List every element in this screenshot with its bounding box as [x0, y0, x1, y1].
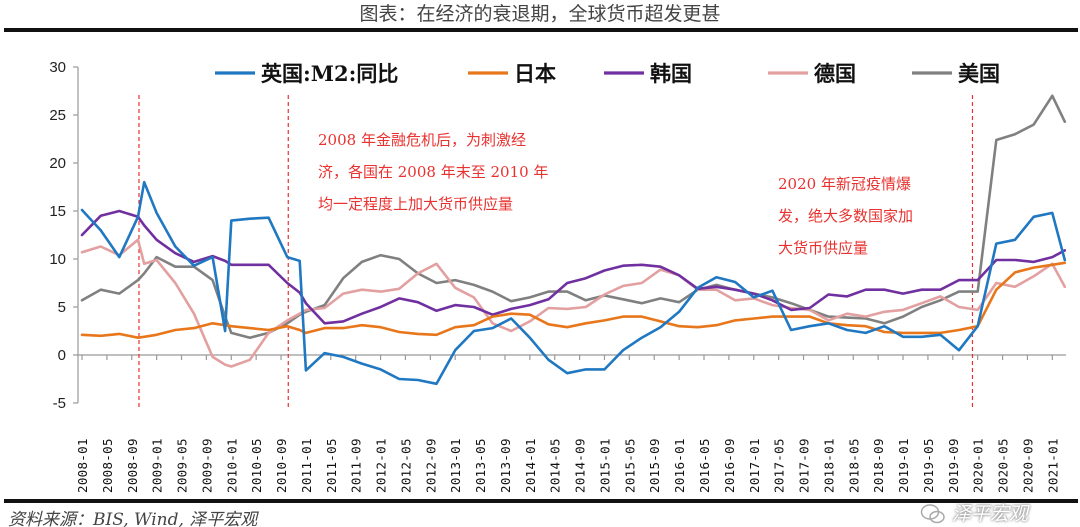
y-tick-label: 5 — [58, 299, 66, 316]
annotation-line: 均一定程度上加大货币供应量 — [318, 195, 514, 213]
legend: 英国:M2:同比 日本 韩国 德国 美国 — [215, 61, 1000, 86]
annotation-2008: 2008 年金融危机后，为刺激经 济，各国在 2008 年末至 2010 年 均… — [318, 124, 548, 220]
x-tick-label: 2011-01 — [299, 438, 314, 493]
x-tick-label: 2018-09 — [871, 438, 886, 493]
x-tick-label: 2019-09 — [946, 438, 961, 493]
x-tick-label: 2008-01 — [75, 438, 90, 493]
figure-title: 图表：在经济的衰退期，全球货币超发更甚 — [359, 3, 721, 25]
x-tick-label: 2013-01 — [448, 438, 463, 493]
series-line-5 — [80, 94, 1067, 340]
x-tick-label: 2010-01 — [224, 438, 239, 493]
watermark: 泽平宏观 — [920, 503, 1028, 525]
x-tick-label: 2008-09 — [125, 438, 140, 493]
x-tick-label: 2018-05 — [846, 438, 861, 493]
legend-item: 英国:M2:同比 — [215, 61, 398, 86]
x-tick-label: 2020-01 — [971, 438, 986, 493]
y-tick-label: -5 — [53, 395, 66, 412]
x-tick-label: 2017-05 — [772, 438, 787, 493]
x-tick-label: 2011-05 — [324, 438, 339, 493]
x-tick-label: 2019-01 — [896, 438, 911, 493]
x-tick-label: 2019-05 — [921, 438, 936, 493]
x-tick-label: 2013-05 — [473, 438, 488, 493]
x-tick-label: 2017-09 — [797, 438, 812, 493]
x-tick-label: 2008-05 — [100, 438, 115, 493]
legend-item: 韩国 — [604, 61, 692, 86]
x-tick-label: 2010-05 — [249, 438, 264, 493]
x-tick-label: 2018-01 — [821, 438, 836, 493]
y-tick-label: 15 — [49, 203, 66, 220]
footer-divider — [4, 499, 1078, 503]
x-tick-label: 2014-09 — [573, 438, 588, 493]
x-tick-label: 2021-01 — [1045, 438, 1060, 493]
y-tick-label: 20 — [49, 155, 66, 172]
x-tick-label: 2009-09 — [199, 438, 214, 493]
y-tick-label: 30 — [49, 59, 66, 76]
y-tick-label: 0 — [58, 347, 66, 364]
title-divider — [4, 28, 1078, 32]
x-tick-label: 2010-09 — [274, 438, 289, 493]
annotation-2020: 2020 年新冠疫情爆 发，绝大多数国家加 大货币供应量 — [778, 168, 913, 264]
y-tick-label: 25 — [49, 107, 66, 124]
x-tick-label: 2014-01 — [523, 438, 538, 493]
x-tick-label: 2016-01 — [672, 438, 687, 493]
x-tick-label: 2009-01 — [150, 438, 165, 493]
legend-label: 德国 — [814, 61, 856, 86]
x-tick-label: 2011-09 — [349, 438, 364, 493]
legend-item: 美国 — [912, 61, 1000, 86]
annotation-line: 发，绝大多数国家加 — [778, 207, 914, 225]
x-tick-label: 2015-05 — [622, 438, 637, 493]
x-tick-label: 2012-09 — [423, 438, 438, 493]
x-tick-label: 2012-05 — [398, 438, 413, 493]
x-tick-label: 2017-01 — [747, 438, 762, 493]
x-tick-label: 2016-09 — [722, 438, 737, 493]
x-tick-label: 2014-05 — [548, 438, 563, 493]
annotation-line: 大货币供应量 — [778, 239, 869, 257]
legend-label: 韩国 — [650, 61, 692, 86]
x-tick-label: 2009-05 — [175, 438, 190, 493]
x-tick-label: 2020-09 — [1020, 438, 1035, 493]
y-tick-label: 10 — [49, 251, 66, 268]
series-line-4 — [80, 238, 1067, 368]
legend-label: 日本 — [514, 61, 556, 86]
annotation-line: 2008 年金融危机后，为刺激经 — [318, 131, 526, 149]
x-tick-label: 2016-05 — [697, 438, 712, 493]
series-line-3 — [80, 209, 1067, 325]
series-line-1 — [80, 180, 1067, 386]
wechat-icon — [920, 504, 945, 524]
x-tick-label: 2020-05 — [996, 438, 1011, 493]
legend-label: 英国:M2:同比 — [261, 61, 398, 86]
legend-label: 美国 — [958, 61, 1000, 86]
annotation-line: 2020 年新冠疫情爆 — [778, 175, 911, 193]
x-tick-label: 2012-01 — [374, 438, 389, 493]
x-tick-label: 2013-09 — [498, 438, 513, 493]
x-tick-label: 2015-01 — [597, 438, 612, 493]
x-tick-label: 2015-09 — [647, 438, 662, 493]
source-note: 资料来源：BIS, Wind, 泽平宏观 — [8, 510, 258, 527]
annotation-line: 济，各国在 2008 年末至 2010 年 — [318, 163, 549, 181]
watermark-text: 泽平宏观 — [952, 503, 1029, 525]
legend-item: 德国 — [768, 61, 856, 86]
legend-item: 日本 — [468, 61, 556, 86]
